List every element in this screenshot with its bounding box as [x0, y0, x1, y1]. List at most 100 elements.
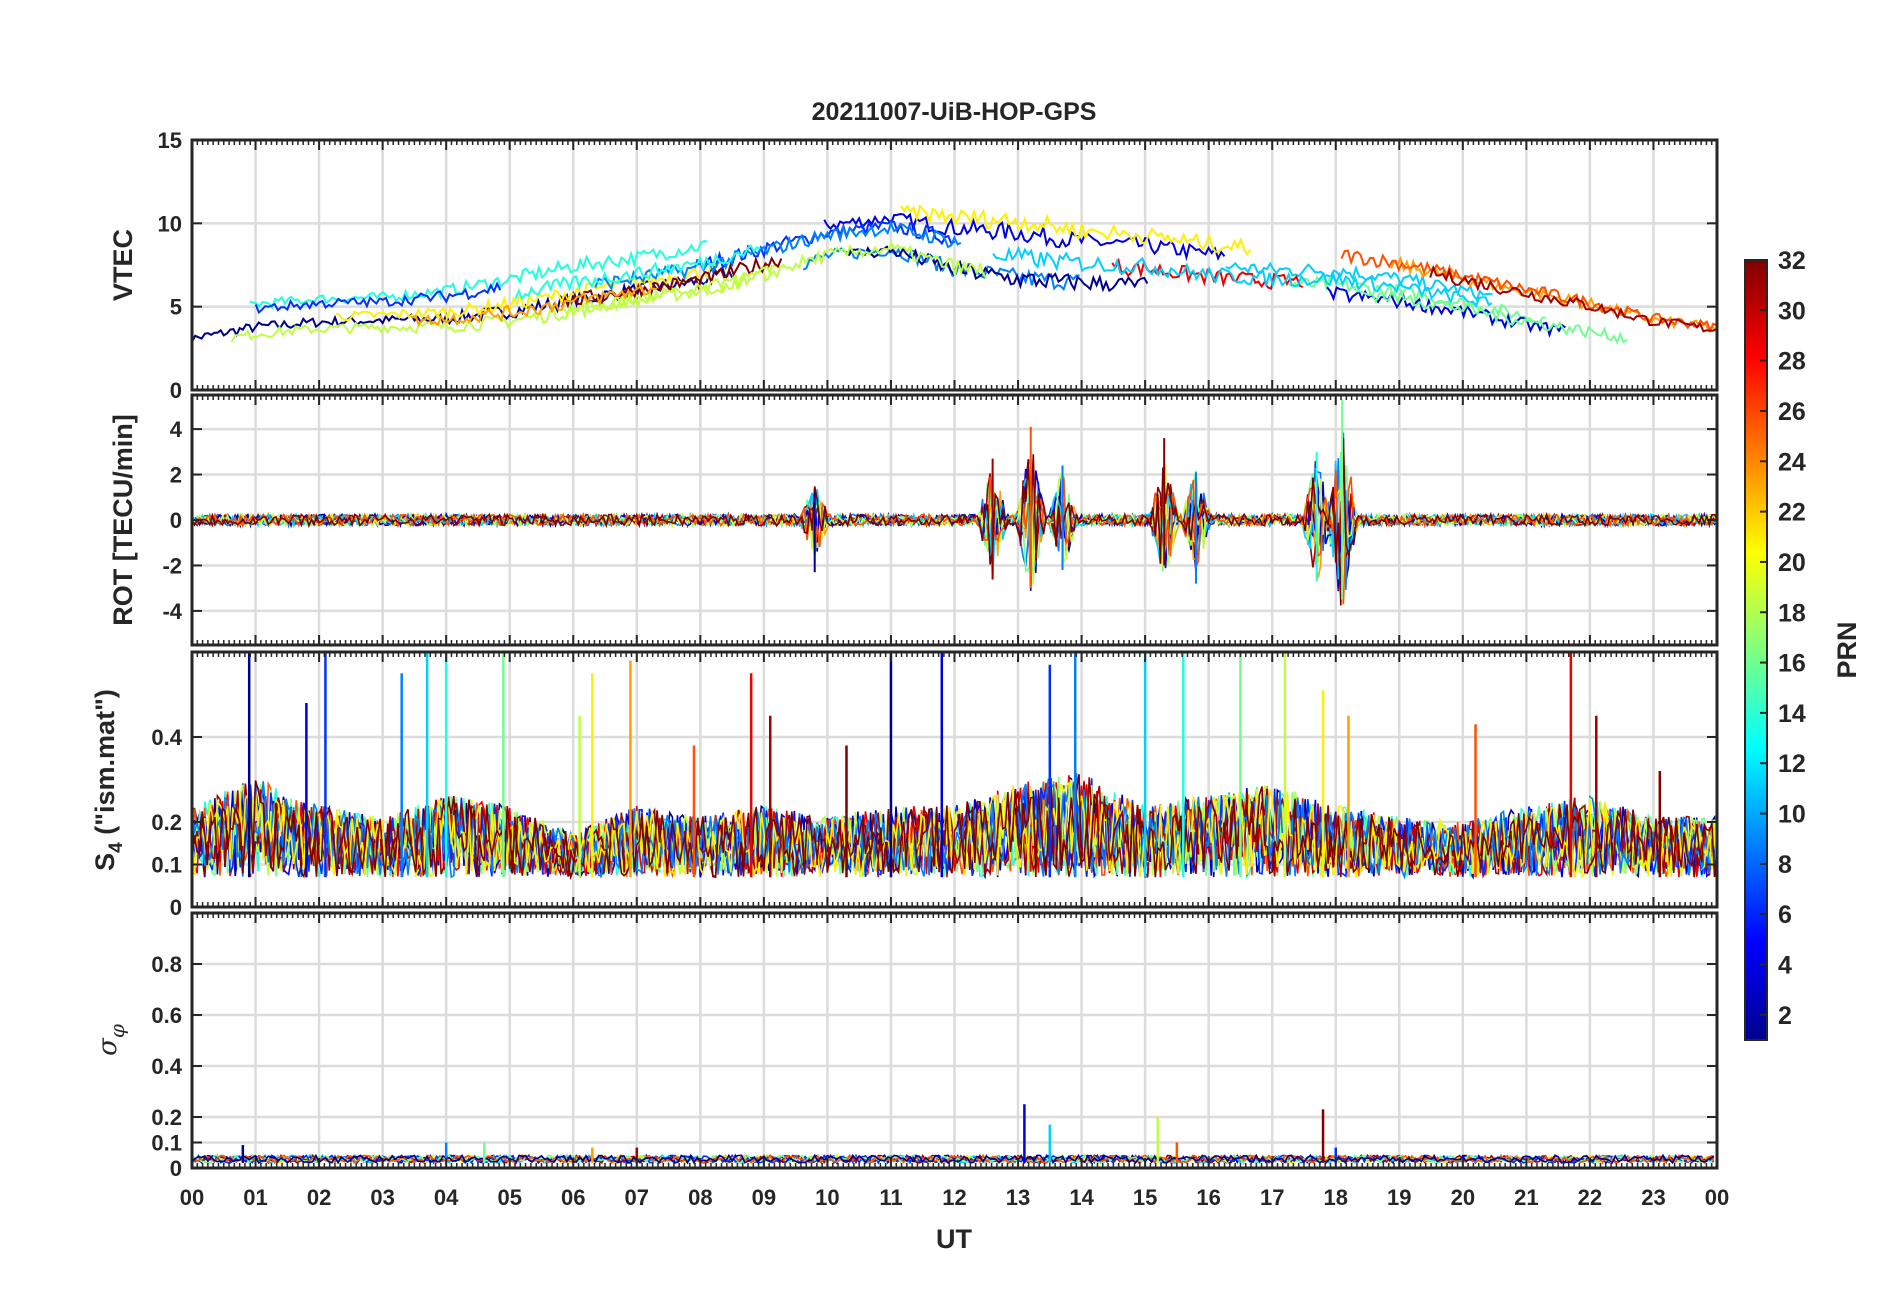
colorbar-tick-label: 28: [1778, 348, 1806, 376]
rot-trace: [191, 437, 1718, 606]
y-tick-label: 0: [170, 378, 182, 403]
sigma-panel: 00.10.2 0.4 0.6 0.8 σφ: [93, 911, 1719, 1181]
x-tick-label: 20: [1451, 1185, 1475, 1210]
y-tick-label: 0: [170, 508, 182, 533]
sigma-series: [191, 1104, 1715, 1165]
y-tick-label: 0.1: [151, 1131, 182, 1156]
x-tick-label: 14: [1069, 1185, 1094, 1210]
rot-panel: -4 -2 0 2 4 ROT [TECU/min]: [108, 393, 1719, 647]
rot-series: [191, 399, 1718, 606]
s4-ylabel-sub: 4: [106, 842, 127, 853]
y-tick-label: 0.1: [151, 853, 182, 878]
colorbar-tick-label: 12: [1778, 750, 1806, 778]
colorbar-tick-label: 2: [1778, 1002, 1792, 1030]
vtec-trace: [563, 240, 988, 318]
vtec-trace: [1225, 261, 1493, 302]
x-tick-label: 13: [1006, 1185, 1030, 1210]
colorbar-tick-label: 24: [1778, 448, 1806, 476]
y-tick-label: 10: [158, 211, 182, 236]
x-tick-label: 05: [497, 1185, 521, 1210]
colorbar-tick-label: 10: [1778, 801, 1806, 829]
x-tick-label: 01: [243, 1185, 267, 1210]
colorbar-label: PRN: [1832, 621, 1862, 678]
x-tick-label: 09: [752, 1185, 776, 1210]
colorbar-tick-label: 32: [1778, 247, 1806, 275]
x-tick-label: 07: [625, 1185, 649, 1210]
rot-trace: [191, 454, 1718, 585]
colorbar-tick-label: 16: [1778, 650, 1806, 678]
colorbar-tick-label: 22: [1778, 499, 1806, 527]
vtec-trace: [254, 281, 502, 315]
x-tick-label: 03: [370, 1185, 394, 1210]
x-tick-label: 06: [561, 1185, 585, 1210]
vtec-trace: [693, 219, 956, 271]
vtec-ticks: 0 5 10 15: [158, 128, 1718, 403]
vtec-ylabel: VTEC: [108, 229, 138, 301]
x-tick-label: 04: [434, 1185, 459, 1210]
x-tick-label: 19: [1387, 1185, 1411, 1210]
vtec-trace: [411, 284, 658, 327]
sigma-ticks: 00.10.2 0.4 0.6 0.8: [151, 913, 1718, 1181]
y-tick-label: 0.8: [151, 952, 182, 977]
vtec-trace: [1352, 286, 1628, 345]
rot-ticks: -4 -2 0 2 4: [162, 395, 1718, 645]
y-tick-label: 15: [158, 128, 182, 153]
s4-ylabel: S4 ("ism.mat"): [90, 689, 127, 871]
rot-trace: [191, 469, 1718, 605]
x-tick-label: 17: [1260, 1185, 1284, 1210]
sigma-ylabel: σφ: [93, 1024, 129, 1056]
y-tick-label: 4: [170, 417, 183, 442]
colorbar-tick-label: 6: [1778, 901, 1792, 929]
s4-ylabel-main: S: [90, 853, 120, 871]
x-axis-label: UT: [936, 1224, 972, 1254]
chart-title: 20211007-UiB-HOP-GPS: [812, 98, 1097, 126]
vtec-grid: [192, 140, 1717, 390]
vtec-trace: [514, 244, 761, 301]
y-tick-label: -4: [162, 599, 182, 624]
s4-panel: 0 0.1 0.2 0.4 S4 ("ism.mat"): [90, 650, 1719, 920]
vtec-trace: [1429, 264, 1717, 333]
y-tick-label: 0: [170, 1156, 182, 1181]
x-tick-label: 15: [1133, 1185, 1157, 1210]
x-tick-label: 23: [1641, 1185, 1665, 1210]
rot-ylabel: ROT [TECU/min]: [108, 414, 138, 625]
colorbar-tick-label: 18: [1778, 599, 1806, 627]
x-tick-label: 12: [942, 1185, 966, 1210]
colorbar-tick-label: 26: [1778, 398, 1806, 426]
colorbar-tick-label: 14: [1778, 700, 1806, 728]
colorbar-tick-label: 20: [1778, 549, 1806, 577]
colorbar-tick-label: 8: [1778, 851, 1792, 879]
s4-series: [191, 652, 1718, 881]
sigma-ylabel-sub: φ: [105, 1024, 129, 1038]
s4-ylabel-tail: ("ism.mat"): [90, 689, 120, 842]
vtec-series: [191, 203, 1717, 345]
sigma-ylabel-main: σ: [93, 1037, 123, 1056]
x-tick-label: 22: [1578, 1185, 1602, 1210]
vtec-trace: [900, 203, 1252, 257]
y-tick-label: 0: [170, 895, 182, 920]
vtec-trace: [191, 266, 734, 343]
y-tick-label: 5: [170, 295, 182, 320]
vtec-trace: [992, 245, 1493, 309]
x-tick-label: 00: [1705, 1185, 1729, 1210]
vtec-trace: [594, 220, 962, 291]
y-tick-label: -2: [162, 553, 182, 578]
x-tick-label: 08: [688, 1185, 712, 1210]
x-tick-labels: 00 01 02 03 04 05 06 07 08 09 10 11 12 13 14 15 16 17 18 19…: [180, 1185, 1729, 1210]
vtec-trace: [847, 245, 1149, 293]
vtec-trace: [1340, 249, 1717, 334]
x-tick-label: 00: [180, 1185, 204, 1210]
x-tick-label: 10: [815, 1185, 839, 1210]
colorbar-gradient: [1744, 259, 1768, 1041]
x-tick-label: 02: [307, 1185, 331, 1210]
sigma-grid: [192, 913, 1717, 1168]
x-tick-label: 16: [1196, 1185, 1220, 1210]
y-tick-label: 0.2: [151, 810, 182, 835]
colorbar-tick-label: 30: [1778, 297, 1806, 325]
y-tick-label: 0.2: [151, 1105, 182, 1130]
x-tick-label: 11: [879, 1185, 902, 1210]
x-tick-label: 18: [1324, 1185, 1348, 1210]
vtec-trace: [249, 240, 708, 310]
y-tick-label: 0.4: [151, 725, 182, 750]
y-tick-label: 0.6: [151, 1003, 182, 1028]
